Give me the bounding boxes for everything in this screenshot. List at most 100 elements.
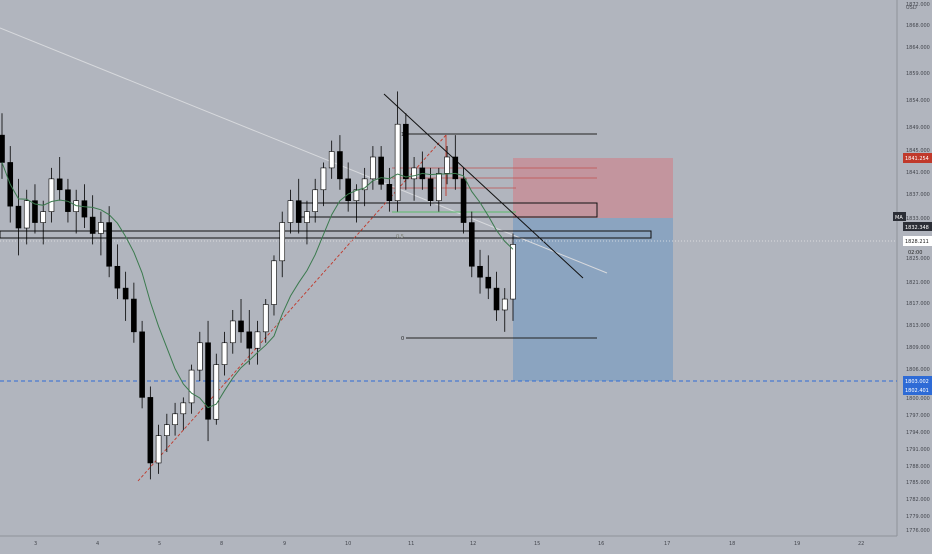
candle[interactable] — [287, 189, 294, 234]
candle[interactable] — [15, 178, 22, 256]
candle[interactable] — [131, 282, 137, 343]
downtrend-line[interactable] — [383, 93, 584, 279]
candle[interactable] — [510, 233, 516, 321]
x-tick-label: 18 — [729, 541, 735, 547]
stop-loss-zone[interactable] — [513, 158, 673, 218]
candle[interactable] — [40, 200, 47, 245]
y-tick-label: 1864.000 — [906, 45, 930, 51]
take-profit-zone[interactable] — [513, 218, 673, 381]
candle-body-bull — [320, 167, 327, 191]
candle[interactable] — [254, 320, 261, 365]
candle[interactable] — [98, 211, 104, 256]
ma-badge-label: MA — [895, 215, 903, 221]
candle[interactable] — [361, 167, 368, 207]
price-badges: MA 1832.348 1828.211 02:00 1841.254 1803… — [893, 153, 932, 395]
countdown-text: 02:00 — [908, 250, 922, 256]
support-box[interactable] — [0, 230, 652, 239]
candle[interactable] — [370, 146, 376, 190]
candle[interactable] — [411, 156, 417, 201]
candle[interactable] — [114, 244, 121, 300]
candle-body-bull — [501, 298, 508, 311]
candle[interactable] — [279, 211, 286, 278]
candle[interactable] — [386, 167, 393, 212]
x-tick-label: 15 — [534, 541, 540, 547]
candle[interactable] — [122, 271, 129, 321]
candle[interactable] — [155, 424, 162, 474]
price-axis[interactable]: USD 1872.000 1868.000 1864.000 1859.000 1854… — [896, 0, 930, 536]
candle[interactable] — [32, 184, 38, 234]
candle-body-bear — [337, 151, 343, 180]
x-tick-label: 17 — [664, 541, 670, 547]
candle[interactable] — [295, 178, 302, 234]
candle[interactable] — [436, 167, 442, 212]
candle[interactable] — [205, 320, 211, 442]
candle[interactable] — [172, 402, 178, 436]
candle[interactable] — [452, 135, 459, 190]
candle[interactable] — [48, 167, 55, 223]
candle[interactable] — [328, 140, 335, 179]
candle[interactable] — [0, 113, 5, 179]
fib-top-label: 1 — [401, 132, 404, 138]
candle[interactable] — [56, 156, 63, 201]
candle-body-bear — [452, 156, 459, 180]
candle[interactable] — [320, 162, 327, 207]
x-tick-label: 3 — [34, 541, 37, 547]
candle-body-bull — [262, 304, 269, 333]
candle[interactable] — [139, 320, 145, 409]
candle[interactable] — [164, 413, 170, 453]
candle[interactable] — [89, 195, 96, 245]
y-tick-label: 1794.000 — [906, 430, 930, 436]
candle[interactable] — [337, 135, 343, 190]
candle-body-bull — [23, 200, 30, 229]
long-trendline[interactable] — [0, 27, 608, 274]
candle[interactable] — [444, 146, 450, 185]
candle[interactable] — [501, 288, 508, 332]
candle[interactable] — [468, 211, 475, 278]
candle-body-bull — [213, 364, 220, 420]
candle[interactable] — [394, 91, 401, 212]
candle-body-bear — [139, 331, 145, 398]
x-tick-labels: 3 4 5 8 9 10 11 12 15 16 17 18 19 22 — [34, 541, 864, 547]
candle[interactable] — [477, 249, 483, 294]
x-tick-label: 9 — [283, 541, 286, 547]
candle[interactable] — [238, 299, 244, 343]
candle[interactable] — [262, 299, 269, 343]
candle[interactable] — [345, 162, 351, 212]
candle[interactable] — [229, 309, 236, 354]
moving-average-line — [1, 162, 514, 409]
y-tick-label: 1782.000 — [906, 497, 930, 503]
candle[interactable] — [485, 255, 492, 300]
candle-body-bull — [328, 151, 335, 169]
candle[interactable] — [460, 167, 467, 234]
candle[interactable] — [197, 331, 203, 382]
candle[interactable] — [304, 200, 310, 245]
y-tick-label: 1833.000 — [906, 216, 930, 222]
candle[interactable] — [493, 271, 500, 321]
y-tick-label: 1868.000 — [906, 23, 930, 29]
y-tick-label: 1859.000 — [906, 71, 930, 77]
candle[interactable] — [378, 146, 384, 190]
candle[interactable] — [180, 397, 187, 431]
candle-body-bear — [403, 123, 409, 180]
candle[interactable] — [81, 184, 88, 229]
candle[interactable] — [213, 353, 220, 425]
candle[interactable] — [246, 309, 253, 365]
candle-body-bear — [89, 216, 96, 234]
candle[interactable] — [188, 364, 195, 414]
uptrend-line[interactable] — [137, 134, 447, 482]
stop-text-1: 1803.002 — [905, 379, 929, 385]
candle[interactable] — [312, 178, 318, 223]
candle[interactable] — [221, 331, 228, 376]
candles[interactable] — [0, 91, 516, 480]
candle[interactable] — [147, 386, 154, 480]
time-axis[interactable]: 3 4 5 8 9 10 11 12 15 16 17 18 19 22 — [0, 535, 897, 547]
candle-body-bull — [254, 331, 261, 349]
candle-body-bull — [172, 413, 178, 426]
candle[interactable] — [271, 255, 277, 316]
candle[interactable] — [403, 113, 409, 190]
stop-badge-2 — [903, 386, 932, 395]
candle[interactable] — [106, 206, 112, 278]
target-badge — [903, 153, 932, 163]
